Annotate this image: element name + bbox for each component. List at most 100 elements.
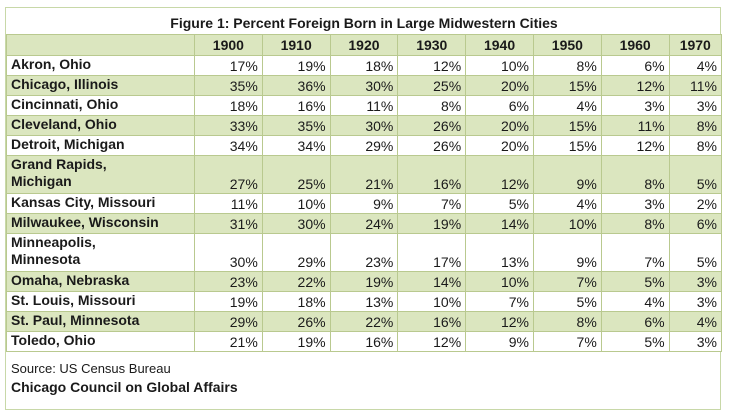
percent-cell: 19% <box>261 331 331 352</box>
percent-cell: 19% <box>397 213 467 234</box>
percent-cell: 10% <box>465 55 534 76</box>
table-row: Detroit, Michigan 34% 34% 29% 26% 20% 15% 12% 8% <box>6 135 723 156</box>
city-name: Grand Rapids, Michigan <box>6 155 195 194</box>
percent-cell: 18% <box>193 95 263 116</box>
percent-cell: 22% <box>329 311 399 332</box>
percent-cell: 11% <box>193 193 263 214</box>
percent-cell: 12% <box>465 311 534 332</box>
column-header: 1960 <box>600 34 670 56</box>
percent-cell: 17% <box>397 233 467 272</box>
percent-cell: 11% <box>600 115 670 136</box>
percent-cell: 5% <box>668 155 723 194</box>
percent-cell: 13% <box>465 233 534 272</box>
table-row: Kansas City, Missouri 11% 10% 9% 7% 5% 4% 3% 2% <box>6 193 723 214</box>
percent-cell: 20% <box>465 75 534 96</box>
percent-cell: 25% <box>261 155 331 194</box>
column-header: 1910 <box>261 34 331 56</box>
percent-cell: 23% <box>329 233 399 272</box>
table-row: St. Paul, Minnesota 29% 26% 22% 16% 12% 8% 6% 4% <box>6 311 723 332</box>
percent-cell: 29% <box>329 135 399 156</box>
percent-cell: 30% <box>329 75 399 96</box>
city-name: Cleveland, Ohio <box>6 115 195 136</box>
table-row: Omaha, Nebraska 23% 22% 19% 14% 10% 7% 5% 3% <box>6 271 723 292</box>
percent-cell: 26% <box>397 135 467 156</box>
percent-cell: 16% <box>397 311 467 332</box>
percent-cell: 4% <box>532 95 602 116</box>
publisher-name: Chicago Council on Global Affairs <box>11 379 238 395</box>
table-row: Chicago, Illinois 35% 36% 30% 25% 20% 15% 12% 11… <box>6 75 723 96</box>
table-row: Toledo, Ohio 21% 19% 16% 12% 9% 7% 5% 3% <box>6 331 723 352</box>
city-name: Milwaukee, Wisconsin <box>6 213 195 234</box>
city-name: St. Paul, Minnesota <box>6 311 195 332</box>
percent-cell: 30% <box>261 213 331 234</box>
percent-cell: 7% <box>397 193 467 214</box>
percent-cell: 21% <box>193 331 263 352</box>
percent-cell: 30% <box>329 115 399 136</box>
percent-cell: 34% <box>193 135 263 156</box>
percent-cell: 10% <box>465 271 534 292</box>
percent-cell: 12% <box>397 55 467 76</box>
header-city <box>6 34 195 56</box>
percent-cell: 23% <box>193 271 263 292</box>
column-header: 1940 <box>465 34 534 56</box>
source-note: Source: US Census Bureau <box>11 361 171 376</box>
percent-cell: 11% <box>668 75 723 96</box>
percent-cell: 18% <box>261 291 331 312</box>
percent-cell: 33% <box>193 115 263 136</box>
percent-cell: 31% <box>193 213 263 234</box>
city-name: St. Louis, Missouri <box>6 291 195 312</box>
percent-cell: 5% <box>600 331 670 352</box>
percent-cell: 12% <box>465 155 534 194</box>
percent-cell: 9% <box>532 233 602 272</box>
percent-cell: 6% <box>600 55 670 76</box>
column-header: 1970 <box>668 34 723 56</box>
percent-cell: 34% <box>261 135 331 156</box>
percent-cell: 3% <box>668 271 723 292</box>
percent-cell: 35% <box>193 75 263 96</box>
city-name: Cincinnati, Ohio <box>6 95 195 116</box>
table-row: Grand Rapids, Michigan 27% 25% 21% 16% 12% 9% 8%… <box>6 155 723 194</box>
column-header: 1930 <box>397 34 467 56</box>
percent-cell: 9% <box>465 331 534 352</box>
percent-cell: 26% <box>397 115 467 136</box>
percent-cell: 5% <box>668 233 723 272</box>
percent-cell: 25% <box>397 75 467 96</box>
percent-cell: 36% <box>261 75 331 96</box>
city-name: Toledo, Ohio <box>6 331 195 352</box>
percent-cell: 12% <box>600 135 670 156</box>
city-name: Chicago, Illinois <box>6 75 195 96</box>
column-header: 1920 <box>329 34 399 56</box>
figure-title: Figure 1: Percent Foreign Born in Large … <box>170 15 558 31</box>
percent-cell: 18% <box>329 55 399 76</box>
percent-cell: 16% <box>261 95 331 116</box>
percent-cell: 3% <box>600 95 670 116</box>
percent-cell: 15% <box>532 115 602 136</box>
table-row: Cincinnati, Ohio 18% 16% 11% 8% 6% 4% 3% 3% <box>6 95 723 116</box>
percent-cell: 24% <box>329 213 399 234</box>
percent-cell: 7% <box>465 291 534 312</box>
percent-cell: 5% <box>465 193 534 214</box>
percent-cell: 8% <box>532 311 602 332</box>
percent-cell: 5% <box>600 271 670 292</box>
percent-cell: 30% <box>193 233 263 272</box>
percent-cell: 6% <box>465 95 534 116</box>
percent-cell: 29% <box>193 311 263 332</box>
column-header: 1950 <box>532 34 602 56</box>
percent-cell: 16% <box>329 331 399 352</box>
percent-cell: 7% <box>532 331 602 352</box>
percent-cell: 15% <box>532 135 602 156</box>
percent-cell: 26% <box>261 311 331 332</box>
percent-cell: 17% <box>193 55 263 76</box>
percent-cell: 4% <box>668 55 723 76</box>
percent-cell: 19% <box>261 55 331 76</box>
percent-cell: 8% <box>397 95 467 116</box>
percent-cell: 16% <box>397 155 467 194</box>
percent-cell: 4% <box>668 311 723 332</box>
percent-cell: 35% <box>261 115 331 136</box>
percent-cell: 12% <box>600 75 670 96</box>
city-name: Minneapolis, Minnesota <box>6 233 195 272</box>
percent-cell: 11% <box>329 95 399 116</box>
percent-cell: 9% <box>329 193 399 214</box>
table-row: St. Louis, Missouri 19% 18% 13% 10% 7% 5% 4% 3% <box>6 291 723 312</box>
percent-cell: 3% <box>668 291 723 312</box>
